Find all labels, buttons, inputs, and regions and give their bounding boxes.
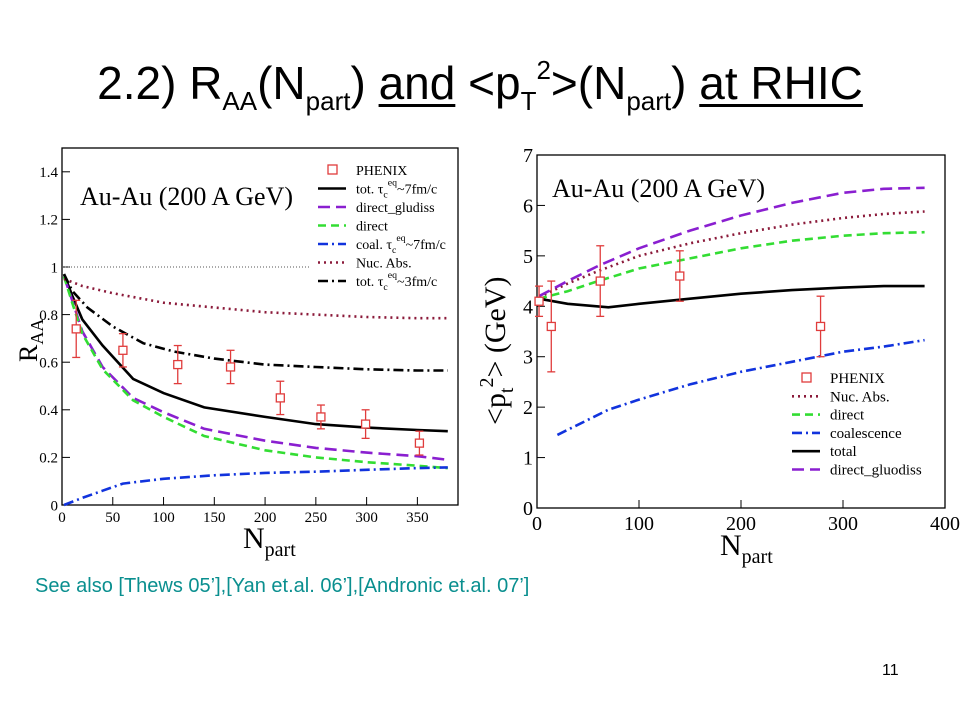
pt2-series-line	[538, 210, 925, 299]
raa-legend-label: Nuc. Abs.	[356, 257, 412, 272]
pt2-y-tick-label: 0	[523, 498, 533, 520]
raa-x-tick-label: 50	[105, 510, 120, 526]
pt2-series-line	[538, 284, 925, 309]
raa-phenix-marker	[316, 412, 326, 422]
pt2-y-axis-label: <pt2> (GeV)	[476, 276, 518, 425]
raa-legend-label: tot. τceq~3fm/c	[356, 270, 437, 293]
raa-y-tick-label: 0	[51, 498, 59, 514]
raa-y-tick-label: 1.4	[39, 165, 58, 181]
pt2-legend-label: Nuc. Abs.	[830, 389, 890, 405]
raa-phenix-marker	[71, 324, 81, 334]
pt2-annotation: Au-Au (200 A GeV)	[552, 174, 765, 203]
raa-series-line	[63, 277, 448, 320]
pt2-x-tick-label: 0	[532, 513, 542, 535]
pt2-legend-label: coalescence	[830, 426, 902, 442]
pt2-legend-label: direct_gluodiss	[830, 463, 922, 479]
raa-phenix-marker	[360, 419, 371, 429]
pt2-y-tick-label: 4	[523, 296, 533, 318]
raa-x-tick-label: 150	[203, 510, 226, 526]
raa-x-tick-label: 100	[152, 510, 175, 526]
raa-phenix-marker	[225, 362, 236, 372]
raa-x-tick-label: 300	[355, 510, 378, 526]
raa-legend-label: direct_gludiss	[356, 201, 435, 216]
raa-x-tick-label: 200	[254, 510, 277, 526]
pt2-phenix-marker	[595, 276, 605, 286]
pt2-x-tick-label: 300	[828, 513, 858, 535]
raa-x-tick-label: 250	[305, 510, 328, 526]
see-also-references: See also [Thews 05’],[Yan et.al. 06’],[A…	[35, 575, 530, 597]
pt2-phenix-marker	[534, 296, 544, 306]
pt2-x-tick-label: 400	[930, 513, 960, 535]
title-at-rhic: at RHIC	[699, 57, 863, 109]
raa-series-line	[63, 466, 448, 507]
pt2-x-tick-label: 100	[624, 513, 654, 535]
raa-legend-label: coal. τceq~7fm/c	[356, 233, 446, 256]
pt2-legend-label: direct	[830, 408, 865, 424]
raa-x-tick-label: 0	[58, 510, 66, 526]
raa-y-axis-label: RAA	[14, 319, 47, 362]
pt2-phenix-marker	[546, 321, 556, 332]
pt2-phenix-marker	[675, 271, 685, 281]
raa-y-tick-label: 1	[51, 260, 59, 276]
raa-legend-label: direct	[356, 220, 388, 235]
raa-legend-label: PHENIX	[356, 164, 407, 179]
page-number: 11	[882, 662, 899, 679]
pt2-legend-label: total	[830, 444, 857, 460]
raa-series-line	[62, 273, 448, 372]
raa-y-tick-label: 1.2	[39, 213, 58, 229]
raa-legend-marker	[327, 164, 338, 175]
pt2-series-line	[538, 186, 925, 298]
pt2-y-tick-label: 5	[523, 246, 533, 268]
raa-x-axis-label: Npart	[243, 522, 296, 561]
pt2-legend-marker	[801, 372, 812, 383]
raa-y-tick-label: 0.2	[39, 451, 58, 467]
pt2-plot-frame	[536, 154, 946, 509]
raa-y-tick-label: 0.6	[39, 355, 58, 371]
raa-phenix-marker	[275, 393, 285, 403]
raa-annotation: Au-Au (200 A GeV)	[80, 182, 293, 211]
raa-series-line	[62, 273, 448, 433]
raa-phenix-marker	[173, 359, 183, 370]
pt2-series-line	[538, 230, 925, 300]
raa-plot-frame	[61, 147, 459, 506]
raa-phenix-marker	[414, 438, 425, 448]
raa-phenix-marker	[118, 345, 128, 355]
raa-y-tick-label: 0.8	[39, 308, 58, 324]
title-and: and	[378, 57, 456, 109]
pt2-series-line	[556, 338, 925, 437]
pt2-legend-label: PHENIX	[830, 371, 885, 387]
pt2-y-tick-label: 3	[523, 347, 533, 369]
pt2-y-tick-label: 6	[523, 195, 533, 217]
pt2-phenix-marker	[815, 321, 826, 332]
pt2-x-axis-label: Npart	[720, 529, 773, 568]
pt2-y-tick-label: 1	[523, 448, 533, 470]
slide-title: 2.2) RAA(Npart) and <pT2>(Npart) at RHIC	[97, 55, 863, 116]
pt2-x-tick-label: 200	[726, 513, 756, 535]
raa-legend-label: tot. τceq~7fm/c	[356, 178, 437, 201]
raa-x-tick-label: 350	[406, 510, 429, 526]
raa-y-tick-label: 0.4	[39, 403, 58, 419]
pt2-y-tick-label: 7	[523, 145, 533, 167]
pt2-y-tick-label: 2	[523, 397, 533, 419]
